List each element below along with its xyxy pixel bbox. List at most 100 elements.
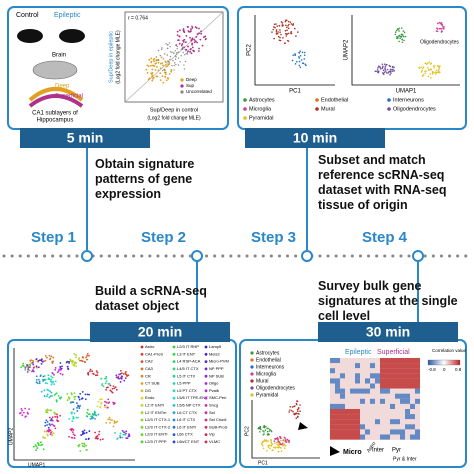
heat-cell — [360, 368, 365, 374]
legend-label: Endo — [145, 395, 155, 400]
dot — [266, 427, 268, 430]
dot — [265, 440, 267, 443]
heat-cell — [375, 368, 380, 374]
heat-cell — [340, 358, 345, 364]
label: Inter — [372, 448, 384, 454]
sup-layer — [28, 94, 84, 108]
dot — [303, 58, 306, 60]
dot — [59, 368, 62, 371]
heat-cell — [335, 434, 340, 440]
dot — [71, 401, 74, 404]
dot — [189, 36, 191, 39]
legend-label: Pvalb — [209, 388, 220, 393]
dot — [433, 67, 435, 69]
dot — [381, 67, 384, 70]
dot — [276, 443, 279, 446]
dot — [56, 419, 58, 422]
dot — [56, 371, 59, 374]
dot — [77, 416, 79, 419]
legend-marker — [387, 107, 391, 111]
dot — [121, 375, 123, 378]
legend-label: CA1-ProS — [145, 351, 163, 356]
dot — [32, 369, 34, 371]
legend-marker — [140, 389, 144, 393]
heat-cell — [365, 393, 370, 399]
heat-cell — [395, 409, 400, 415]
heat-cell — [380, 398, 385, 404]
dot — [289, 21, 292, 24]
legend-marker — [140, 433, 144, 436]
dot — [34, 444, 37, 446]
heat-cell — [330, 358, 335, 364]
dot — [54, 427, 57, 430]
dot — [277, 437, 279, 440]
dot — [66, 399, 69, 402]
heat-cell — [350, 393, 355, 399]
dot — [274, 438, 277, 441]
dot — [44, 382, 47, 384]
dot — [158, 59, 160, 61]
heat-cell — [380, 403, 385, 409]
dot — [173, 69, 175, 71]
dot — [194, 26, 197, 28]
dot — [187, 45, 189, 48]
dot — [178, 35, 181, 38]
dot — [24, 367, 27, 369]
heat-cell — [395, 383, 400, 389]
dot — [169, 45, 171, 48]
dot — [168, 73, 171, 75]
dot — [191, 42, 194, 45]
dot — [84, 398, 87, 401]
dot — [68, 418, 71, 420]
heat-cell — [330, 424, 335, 430]
legend-label: Mural — [321, 106, 335, 112]
heat-cell — [360, 403, 365, 409]
dot — [119, 434, 121, 437]
dot — [175, 63, 177, 66]
dot — [166, 44, 169, 46]
dot — [93, 410, 96, 413]
dot — [420, 71, 423, 73]
heat-cell — [335, 383, 340, 389]
dot — [437, 22, 439, 25]
heat-cell — [330, 429, 335, 435]
dot — [265, 425, 267, 428]
step-label: Step 2 — [141, 229, 186, 246]
heat-cell — [390, 403, 395, 409]
dot — [177, 39, 180, 42]
heat-cell — [385, 429, 390, 435]
dot — [284, 29, 287, 32]
legend-marker — [204, 404, 208, 407]
dot — [275, 32, 278, 34]
dot — [178, 42, 181, 45]
legend-label: L5 PT CTX — [177, 388, 197, 393]
label: r = 0.764 — [128, 15, 148, 21]
dot — [400, 35, 403, 38]
dot — [165, 61, 167, 63]
dot — [117, 377, 119, 379]
dot — [273, 446, 275, 449]
dot — [47, 426, 50, 429]
dot — [66, 361, 68, 364]
heat-cell — [365, 424, 370, 430]
dot — [99, 398, 102, 401]
dot — [36, 382, 39, 385]
dot — [279, 36, 281, 39]
legend-label: L2/3 IT RHP — [177, 344, 199, 349]
label: Superficial — [55, 94, 83, 100]
dot — [271, 443, 274, 445]
dot — [91, 413, 94, 415]
time: 30 min — [366, 324, 410, 340]
dot — [91, 370, 94, 373]
dot — [54, 415, 57, 418]
dot — [305, 64, 307, 67]
dot — [61, 373, 64, 376]
heat-cell — [400, 363, 405, 369]
dot — [287, 20, 290, 23]
dot — [274, 447, 277, 449]
dot — [86, 393, 89, 396]
dot — [85, 438, 87, 440]
dot — [25, 365, 28, 368]
legend-marker — [140, 396, 144, 400]
heat-cell — [385, 363, 390, 369]
